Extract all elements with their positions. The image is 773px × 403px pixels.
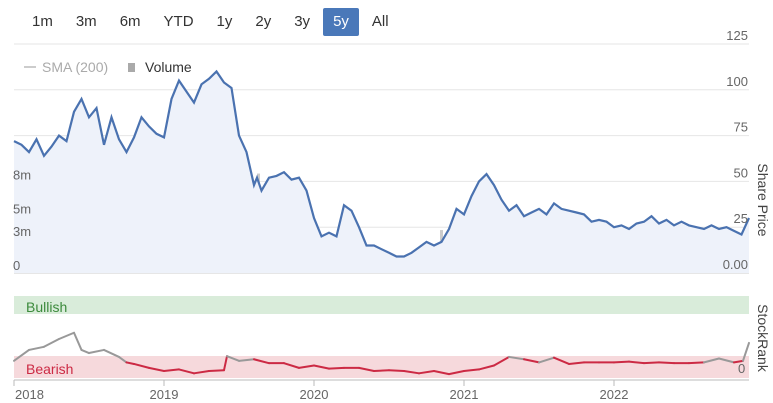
stockrank-segment bbox=[328, 366, 345, 370]
stockrank-segment bbox=[628, 360, 645, 365]
stockrank-segment bbox=[568, 361, 585, 365]
stockrank-segment bbox=[742, 341, 750, 362]
bullish-band bbox=[14, 296, 749, 314]
stockrank-segment bbox=[538, 356, 555, 364]
stockrank-segment bbox=[133, 362, 150, 369]
range-button-1y[interactable]: 1y bbox=[216, 13, 233, 30]
volume-tick-label: 0 bbox=[13, 258, 20, 273]
stockrank-zero-tick: 0 bbox=[738, 361, 745, 376]
stockrank-segment bbox=[223, 355, 228, 372]
time-range-selector: 1m 3m 6m YTD 1y 2y 3y 5y All bbox=[22, 8, 402, 36]
price-area-fill bbox=[14, 71, 749, 273]
range-button-all[interactable]: All bbox=[371, 13, 389, 30]
stockrank-segment bbox=[418, 369, 435, 375]
stockrank-segment bbox=[388, 369, 405, 372]
price-tick-label: 100 bbox=[726, 74, 748, 89]
price-tick-label: 0.00 bbox=[723, 257, 748, 272]
stockrank-segment bbox=[373, 369, 390, 372]
stockrank-segment bbox=[403, 369, 420, 375]
stockrank-segment bbox=[163, 368, 180, 372]
stockrank-segment bbox=[103, 348, 120, 358]
stockrank-segment bbox=[313, 364, 330, 370]
x-tick-label: 2019 bbox=[150, 387, 179, 402]
stockrank-segment bbox=[553, 356, 570, 365]
range-button-6m[interactable]: 6m bbox=[119, 13, 141, 30]
stockrank-segment bbox=[178, 368, 195, 375]
stockrank-segment bbox=[463, 368, 480, 372]
volume-tick-label: 8m bbox=[13, 168, 31, 183]
chart-legend: SMA (200) Volume bbox=[24, 59, 192, 75]
stockrank-segment bbox=[43, 338, 60, 348]
stockrank-segment bbox=[643, 361, 660, 365]
stockrank-segment bbox=[148, 366, 165, 372]
stockrank-line bbox=[13, 331, 750, 376]
stockrank-axis-title: StockRank bbox=[755, 304, 771, 373]
stockrank-segment bbox=[508, 355, 525, 361]
stockrank-segment bbox=[478, 364, 495, 371]
stockrank-segment bbox=[718, 357, 735, 364]
x-tick-label: 2022 bbox=[600, 387, 629, 402]
stockrank-segment bbox=[118, 355, 128, 364]
x-tick-label: 2018 bbox=[15, 387, 44, 402]
range-button-ytd[interactable]: YTD bbox=[163, 13, 194, 30]
range-button-2y[interactable]: 2y bbox=[255, 13, 272, 30]
volume-legend-square-icon bbox=[128, 63, 135, 72]
stockrank-segment bbox=[613, 360, 630, 364]
price-tick-label: 125 bbox=[726, 28, 748, 43]
stockrank-segment bbox=[226, 355, 240, 362]
legend-volume[interactable]: Volume bbox=[145, 59, 192, 75]
stockrank-segment bbox=[658, 361, 675, 365]
stockrank-segment bbox=[703, 357, 720, 364]
stockrank-segment bbox=[358, 366, 375, 372]
stockrank-segment bbox=[80, 348, 90, 355]
stockrank-segment bbox=[88, 348, 105, 355]
x-axis-ticks: 2018 2019 2020 2021 2022 bbox=[13, 380, 629, 402]
stockrank-segment bbox=[253, 358, 270, 365]
bullish-label: Bullish bbox=[26, 299, 67, 315]
bearish-label: Bearish bbox=[26, 361, 73, 377]
stockrank-segment bbox=[448, 369, 465, 376]
axis-ticks: 125 100 75 50 25 0.00 8m 5m 3m 0 bbox=[13, 28, 748, 273]
range-button-5y[interactable]: 5y bbox=[323, 8, 359, 36]
stockrank-segment bbox=[125, 361, 135, 365]
bearish-band bbox=[14, 356, 749, 378]
stockrank-segment bbox=[58, 331, 75, 340]
stockrank-segment bbox=[28, 345, 45, 351]
stockrank-segment bbox=[193, 369, 210, 375]
stockrank-segment bbox=[433, 369, 450, 376]
price-tick-label: 25 bbox=[734, 211, 748, 226]
price-tick-label: 50 bbox=[734, 165, 748, 180]
stockrank-segment bbox=[493, 355, 510, 367]
stockrank-segment bbox=[238, 358, 255, 362]
x-tick-label: 2020 bbox=[300, 387, 329, 402]
legend-sma[interactable]: SMA (200) bbox=[42, 59, 108, 75]
range-button-3y[interactable]: 3y bbox=[294, 13, 311, 30]
price-tick-label: 75 bbox=[734, 120, 748, 135]
stockrank-panel: Bullish Bearish 0 StockRank bbox=[13, 296, 771, 378]
range-button-1m[interactable]: 1m bbox=[32, 13, 53, 30]
stockrank-segment bbox=[73, 331, 83, 351]
stockrank-segment bbox=[13, 348, 30, 362]
volume-tick-label: 5m bbox=[13, 202, 31, 217]
price-line bbox=[13, 69, 751, 258]
stockrank-segment bbox=[208, 369, 225, 372]
volume-tick-label: 3m bbox=[13, 224, 31, 239]
stockrank-segment bbox=[733, 359, 744, 364]
stockrank-segment bbox=[688, 361, 705, 365]
stockrank-segment bbox=[283, 362, 300, 369]
x-tick-label: 2021 bbox=[450, 387, 479, 402]
range-button-3m[interactable]: 3m bbox=[75, 13, 97, 30]
share-price-axis-title: Share Price bbox=[755, 163, 771, 236]
stockrank-segment bbox=[523, 358, 540, 364]
stockrank-segment bbox=[298, 364, 315, 369]
